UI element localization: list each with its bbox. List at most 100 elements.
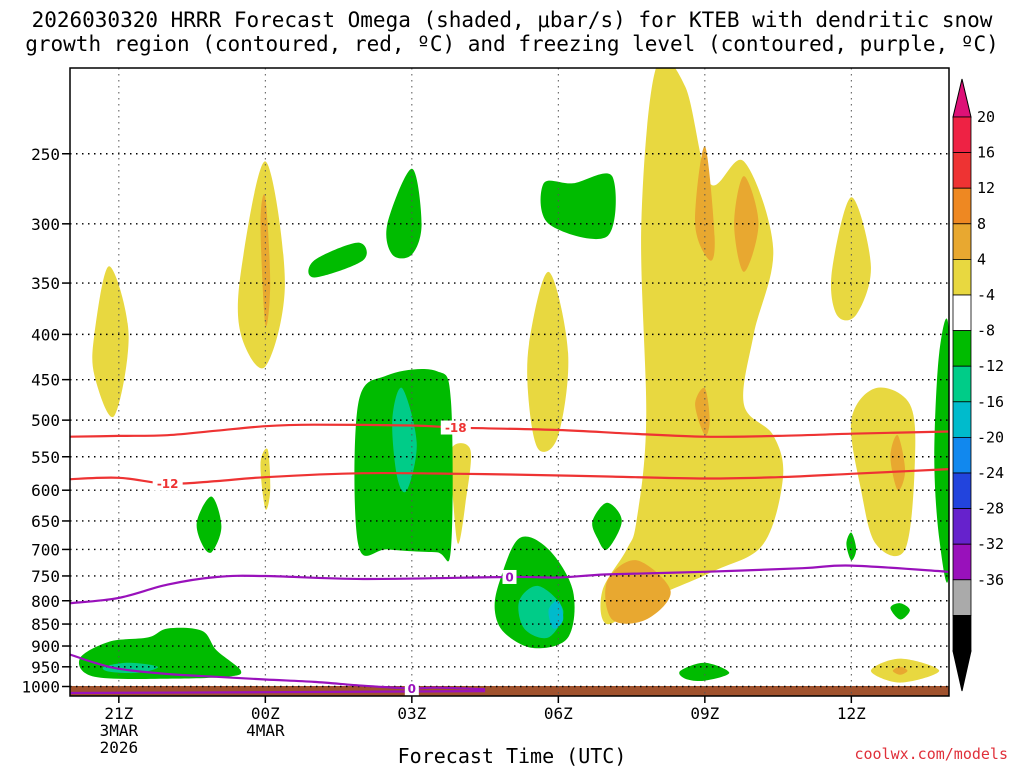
dgz-contour-label: -12 — [157, 477, 179, 491]
colorbar-level-label: -16 — [977, 393, 1004, 411]
y-tick-label: 500 — [31, 411, 60, 430]
colorbar-level-label: -36 — [977, 571, 1004, 589]
colorbar-level-label: -12 — [977, 357, 1004, 375]
freezing-contour — [70, 690, 486, 695]
omega-region — [892, 666, 908, 675]
omega-region — [830, 197, 871, 321]
x-tick-label: 09Z — [690, 704, 719, 723]
colorbar-band — [952, 258, 972, 296]
omega-region — [592, 502, 622, 550]
colorbar-level-label: -24 — [977, 464, 1004, 482]
colorbar-level-label: 12 — [977, 179, 995, 197]
x-tick-label: 00Z — [251, 704, 280, 723]
freezing-contour-label: 0 — [505, 570, 513, 584]
omega-region — [102, 662, 159, 674]
x-tick-label: 4MAR — [246, 721, 285, 740]
omega-region — [934, 318, 949, 583]
plot-frame — [69, 67, 950, 697]
colorbar-band — [952, 187, 972, 225]
y-tick-label: 700 — [31, 540, 60, 559]
colorbar-level-label: 20 — [977, 108, 995, 126]
y-tick-label: 1000 — [21, 678, 60, 697]
y-tick-label: 900 — [31, 637, 60, 656]
colorbar-band — [952, 152, 972, 189]
y-tick-label: 600 — [31, 481, 60, 500]
y-tick-label: 950 — [31, 658, 60, 677]
omega-region — [540, 173, 616, 240]
omega-shading — [78, 68, 949, 683]
colorbar-band — [952, 223, 972, 260]
omega-region — [605, 560, 671, 624]
freezing-contour — [70, 653, 486, 691]
omega-region — [449, 443, 472, 544]
colorbar-band — [952, 508, 972, 545]
dgz-label-bg — [152, 476, 183, 491]
ground-layer — [70, 686, 949, 696]
colorbar-bottom-arrow — [952, 650, 972, 692]
x-tick-label: 2026 — [100, 738, 139, 757]
colorbar-band — [952, 472, 972, 509]
freezing-label-bg — [404, 681, 419, 696]
omega-region — [679, 662, 730, 682]
dgz-contour-label: -18 — [445, 421, 467, 435]
colorbar-level-label: 8 — [977, 215, 986, 233]
y-tick-label: 300 — [31, 215, 60, 234]
colorbar-top-arrow — [952, 78, 972, 118]
colorbar-level-label: -20 — [977, 428, 1004, 446]
colorbar-band — [952, 330, 972, 367]
colorbar-band — [952, 401, 972, 438]
x-tick-label: 12Z — [837, 704, 866, 723]
chart-title-line-2: growth region (contoured, red, ºC) and f… — [25, 32, 999, 56]
x-tick-label: 21Z — [104, 704, 133, 723]
colorbar-level-label: 4 — [977, 250, 986, 268]
colorbar-band — [952, 294, 972, 331]
colorbar-band — [952, 365, 972, 403]
colorbar-band — [952, 543, 972, 581]
omega-region — [260, 448, 271, 510]
chart-title-line-1: 2026030320 HRRR Forecast Omega (shaded, … — [31, 8, 993, 32]
grid — [70, 68, 949, 696]
y-tick-label: 450 — [31, 371, 60, 390]
dgz-label-bg — [440, 420, 471, 435]
colorbar-level-label: 16 — [977, 144, 995, 162]
colorbar-level-label: -32 — [977, 535, 1004, 553]
omega-region — [695, 145, 715, 261]
omega-region — [237, 161, 285, 369]
y-tick-label: 350 — [31, 274, 60, 293]
colorbar: 20 16 12 8 4 -4 -8 -12 -16 -20 -24 -28 -32 -36 — [952, 78, 1004, 692]
x-tick-label: 03Z — [397, 704, 426, 723]
y-tick-label: 850 — [31, 615, 60, 634]
omega-region — [890, 603, 910, 620]
y-tick-label: 250 — [31, 145, 60, 164]
colorbar-band — [952, 579, 972, 616]
omega-region — [695, 387, 710, 436]
freezing-label-bg — [502, 569, 517, 584]
y-tick-label: 750 — [31, 567, 60, 586]
y-tick-label: 650 — [31, 512, 60, 531]
omega-region — [548, 600, 564, 629]
freezing-contour-label: 0 — [408, 682, 416, 696]
omega-region — [734, 176, 759, 272]
colorbar-band — [952, 436, 972, 474]
omega-region — [308, 242, 367, 278]
colorbar-level-label: -8 — [977, 322, 995, 340]
ground-strip — [70, 686, 949, 696]
y-tick-label: 550 — [31, 448, 60, 467]
x-axis-label: Forecast Time (UTC) — [397, 744, 627, 768]
x-tick-label: 3MAR — [100, 721, 139, 740]
credit-link[interactable]: coolwx.com/models — [854, 745, 1008, 763]
omega-region — [846, 532, 857, 561]
y-tick-label: 400 — [31, 325, 60, 344]
y-tick-label: 800 — [31, 592, 60, 611]
omega-region — [890, 434, 906, 491]
omega-region — [392, 387, 417, 493]
omega-region — [386, 168, 422, 259]
x-tick-label: 06Z — [544, 704, 573, 723]
contour-labels: -18 -12 0 0 — [152, 420, 517, 696]
colorbar-band — [952, 615, 972, 652]
colorbar-band — [952, 116, 972, 153]
y-axis: 250 300 350 400 450 500 550 600 650 700 750 800 850 9… — [21, 145, 70, 697]
omega-region — [527, 271, 569, 452]
